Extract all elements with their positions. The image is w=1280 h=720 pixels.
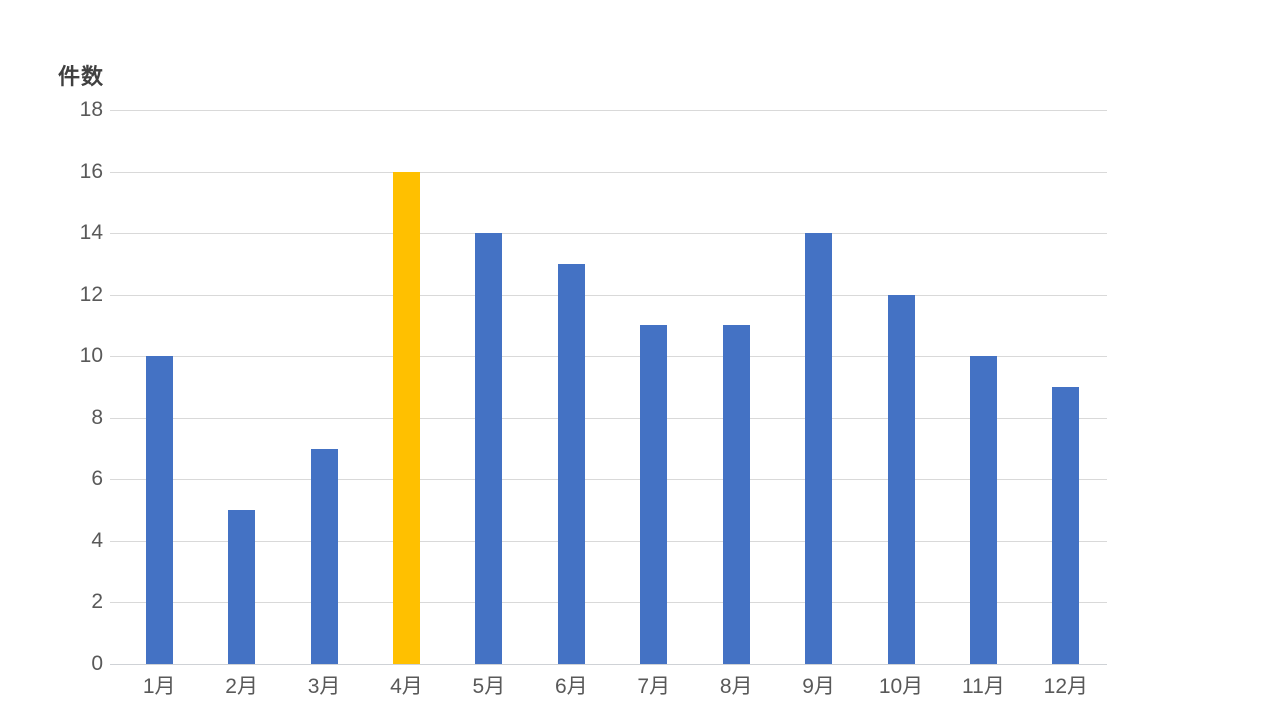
bar-3月 [310,448,338,664]
gridline [110,356,1107,358]
gridline [110,479,1107,481]
bar-slot [448,110,530,664]
x-tick-label: 9月 [802,675,835,698]
y-axis-ticks: 0 2 4 6 8 10 12 14 16 18 [40,0,103,720]
bar-slot [118,110,200,664]
bar-slot [613,110,695,664]
x-axis-line [110,664,1107,665]
y-tick-label: 12 [79,282,103,306]
bar-11月 [969,356,997,664]
x-tick-label: 2月 [225,675,258,698]
bar-slot [860,110,942,664]
bar-slot [283,110,365,664]
bar-slot [530,110,612,664]
gridline [110,171,1107,173]
gridline [110,540,1107,542]
y-tick-label: 16 [79,159,103,183]
x-tick-label: 3月 [307,675,341,698]
bar-10月 [887,294,915,664]
y-tick-label: 4 [91,528,103,552]
x-tick-label: 8月 [719,675,753,698]
bar-slot [695,110,777,664]
bar-series [118,110,1107,664]
gridline [110,602,1107,604]
bar-slot [365,110,447,664]
y-tick-label: 0 [91,652,103,675]
bar-slot [1025,110,1107,664]
x-tick-label: 10月 [878,675,924,698]
gridline [110,417,1107,419]
bar-7月 [640,325,668,664]
x-tick-label: 4月 [390,675,423,698]
plot-area [110,110,1107,665]
y-tick-label: 8 [91,405,103,429]
y-tick-label: 6 [91,467,103,491]
y-tick-label: 2 [91,590,103,614]
x-axis-labels: 1月 2月 3月 4月 5月 6月 7月 8月 9月 10月 11月 12月 [118,674,1107,700]
bar-slot [200,110,282,664]
y-tick-label: 14 [79,221,103,245]
bar-1月 [145,356,173,664]
y-tick-label: 10 [79,344,103,368]
x-tick-label: 11月 [962,675,1005,698]
bar-9月 [805,233,833,664]
x-tick-label: 6月 [554,675,588,698]
x-tick-label: 7月 [637,675,671,698]
bar-slot [942,110,1024,664]
bar-slot [777,110,859,664]
y-tick-label: 18 [79,98,103,121]
gridline [110,110,1107,111]
x-tick-label: 5月 [472,675,506,698]
bar-8月 [722,325,750,664]
gridline [110,294,1107,296]
bar-5月 [475,233,503,664]
bar-6月 [557,263,585,664]
bar-12月 [1052,387,1080,664]
x-tick-label: 12月 [1043,675,1089,698]
y-axis-title: 件数 [58,64,105,89]
gridline [110,233,1107,235]
bar-4月 [392,171,420,664]
x-tick-label: 1月 [142,675,176,698]
bar-2月 [228,510,256,664]
